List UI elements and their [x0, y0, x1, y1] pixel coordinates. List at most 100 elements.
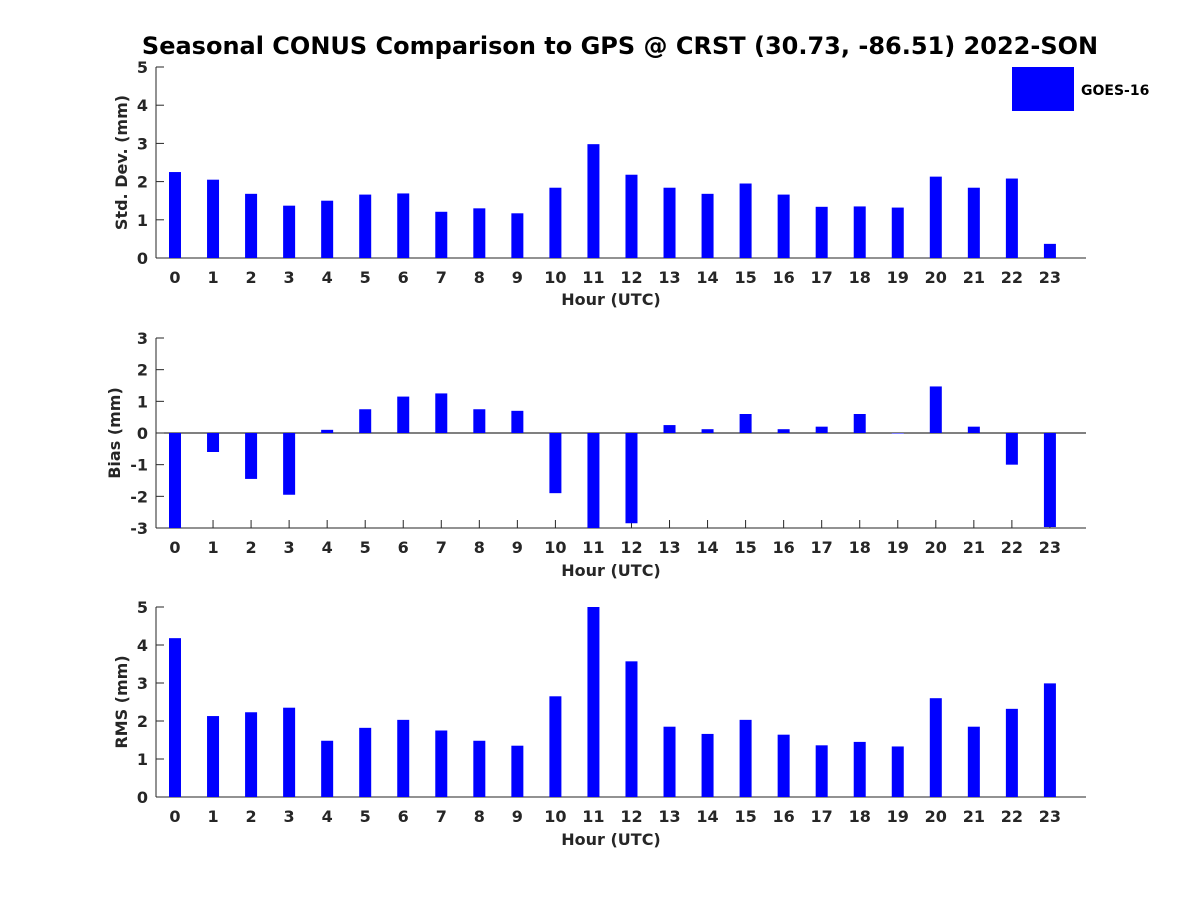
- bar: [1043, 683, 1056, 797]
- x-tick-label: 16: [773, 538, 795, 557]
- y-tick-label: 4: [137, 636, 148, 655]
- x-tick-label: 12: [620, 538, 642, 557]
- legend: GOES-16: [1012, 67, 1149, 111]
- bar: [169, 433, 181, 528]
- x-tick-label: 23: [1039, 807, 1061, 826]
- bar: [245, 193, 258, 258]
- bar: [663, 187, 676, 258]
- bar: [511, 213, 524, 258]
- x-tick-label: 11: [582, 268, 604, 287]
- bar: [929, 698, 942, 797]
- bar: [625, 174, 638, 258]
- bar: [549, 187, 562, 258]
- x-axis-label: Hour (UTC): [561, 561, 661, 580]
- x-tick-label: 23: [1039, 538, 1061, 557]
- y-tick-label: 4: [137, 96, 148, 115]
- x-tick-label: 13: [658, 268, 680, 287]
- x-tick-label: 22: [1001, 538, 1023, 557]
- bar: [929, 176, 942, 258]
- x-tick-label: 5: [360, 268, 371, 287]
- bar: [777, 734, 790, 797]
- y-tick-label: 3: [137, 674, 148, 693]
- bar: [967, 726, 980, 797]
- x-tick-label: 3: [284, 807, 295, 826]
- bar: [207, 716, 220, 797]
- bar: [1005, 708, 1018, 797]
- x-tick-label: 4: [322, 807, 333, 826]
- x-tick-label: 17: [811, 268, 833, 287]
- x-tick-label: 3: [284, 538, 295, 557]
- x-tick-label: 18: [849, 538, 871, 557]
- x-tick-label: 5: [360, 807, 371, 826]
- x-tick-label: 10: [544, 538, 566, 557]
- figure-title: Seasonal CONUS Comparison to GPS @ CRST …: [142, 32, 1098, 60]
- bar: [815, 426, 828, 433]
- bar: [207, 179, 220, 258]
- x-tick-label: 16: [773, 268, 795, 287]
- bar: [549, 433, 562, 494]
- x-tick-label: 0: [169, 807, 180, 826]
- bar: [777, 194, 790, 258]
- y-tick-label: -1: [130, 456, 148, 475]
- bar: [245, 433, 258, 479]
- x-tick-label: 21: [963, 538, 985, 557]
- x-tick-label: 4: [322, 268, 333, 287]
- x-tick-label: 10: [544, 268, 566, 287]
- x-tick-label: 18: [849, 268, 871, 287]
- bar: [853, 206, 866, 258]
- y-tick-label: 2: [137, 361, 148, 380]
- y-tick-label: 3: [137, 134, 148, 153]
- bar: [853, 414, 866, 433]
- x-tick-label: 2: [246, 538, 257, 557]
- x-tick-label: 23: [1039, 268, 1061, 287]
- x-tick-label: 14: [696, 807, 718, 826]
- x-tick-label: 20: [925, 268, 947, 287]
- x-tick-label: 13: [658, 538, 680, 557]
- bar: [473, 409, 486, 433]
- x-tick-label: 14: [696, 538, 718, 557]
- x-tick-label: 17: [811, 807, 833, 826]
- x-tick-label: 2: [246, 268, 257, 287]
- bar: [739, 183, 752, 258]
- x-tick-label: 19: [887, 807, 909, 826]
- bar: [777, 429, 790, 433]
- x-tick-label: 8: [474, 538, 485, 557]
- x-tick-label: 10: [544, 807, 566, 826]
- x-tick-label: 19: [887, 268, 909, 287]
- y-tick-label: 1: [137, 392, 148, 411]
- x-tick-label: 0: [169, 268, 180, 287]
- x-tick-label: 9: [512, 538, 523, 557]
- bar: [891, 207, 904, 258]
- bar: [435, 211, 448, 258]
- x-tick-label: 7: [436, 268, 447, 287]
- x-tick-label: 1: [207, 807, 218, 826]
- x-tick-label: 9: [512, 268, 523, 287]
- x-tick-label: 6: [398, 268, 409, 287]
- x-tick-label: 0: [169, 538, 180, 557]
- bar: [853, 741, 866, 797]
- y-axis-label: RMS (mm): [112, 655, 131, 748]
- x-tick-label: 18: [849, 807, 871, 826]
- y-tick-label: -3: [130, 519, 148, 538]
- y-tick-label: 1: [137, 750, 148, 769]
- x-tick-label: 4: [322, 538, 333, 557]
- bar: [701, 429, 714, 433]
- x-axis-label: Hour (UTC): [561, 290, 661, 309]
- bar: [929, 386, 942, 433]
- x-tick-label: 15: [734, 268, 756, 287]
- bar: [815, 745, 828, 797]
- x-tick-label: 2: [246, 807, 257, 826]
- bar: [245, 712, 258, 797]
- bar: [321, 429, 334, 433]
- bar: [359, 409, 372, 433]
- x-tick-label: 12: [620, 268, 642, 287]
- bar: [511, 410, 524, 433]
- x-tick-label: 5: [360, 538, 371, 557]
- bar: [815, 206, 828, 258]
- x-tick-label: 20: [925, 807, 947, 826]
- y-tick-label: 0: [137, 424, 148, 443]
